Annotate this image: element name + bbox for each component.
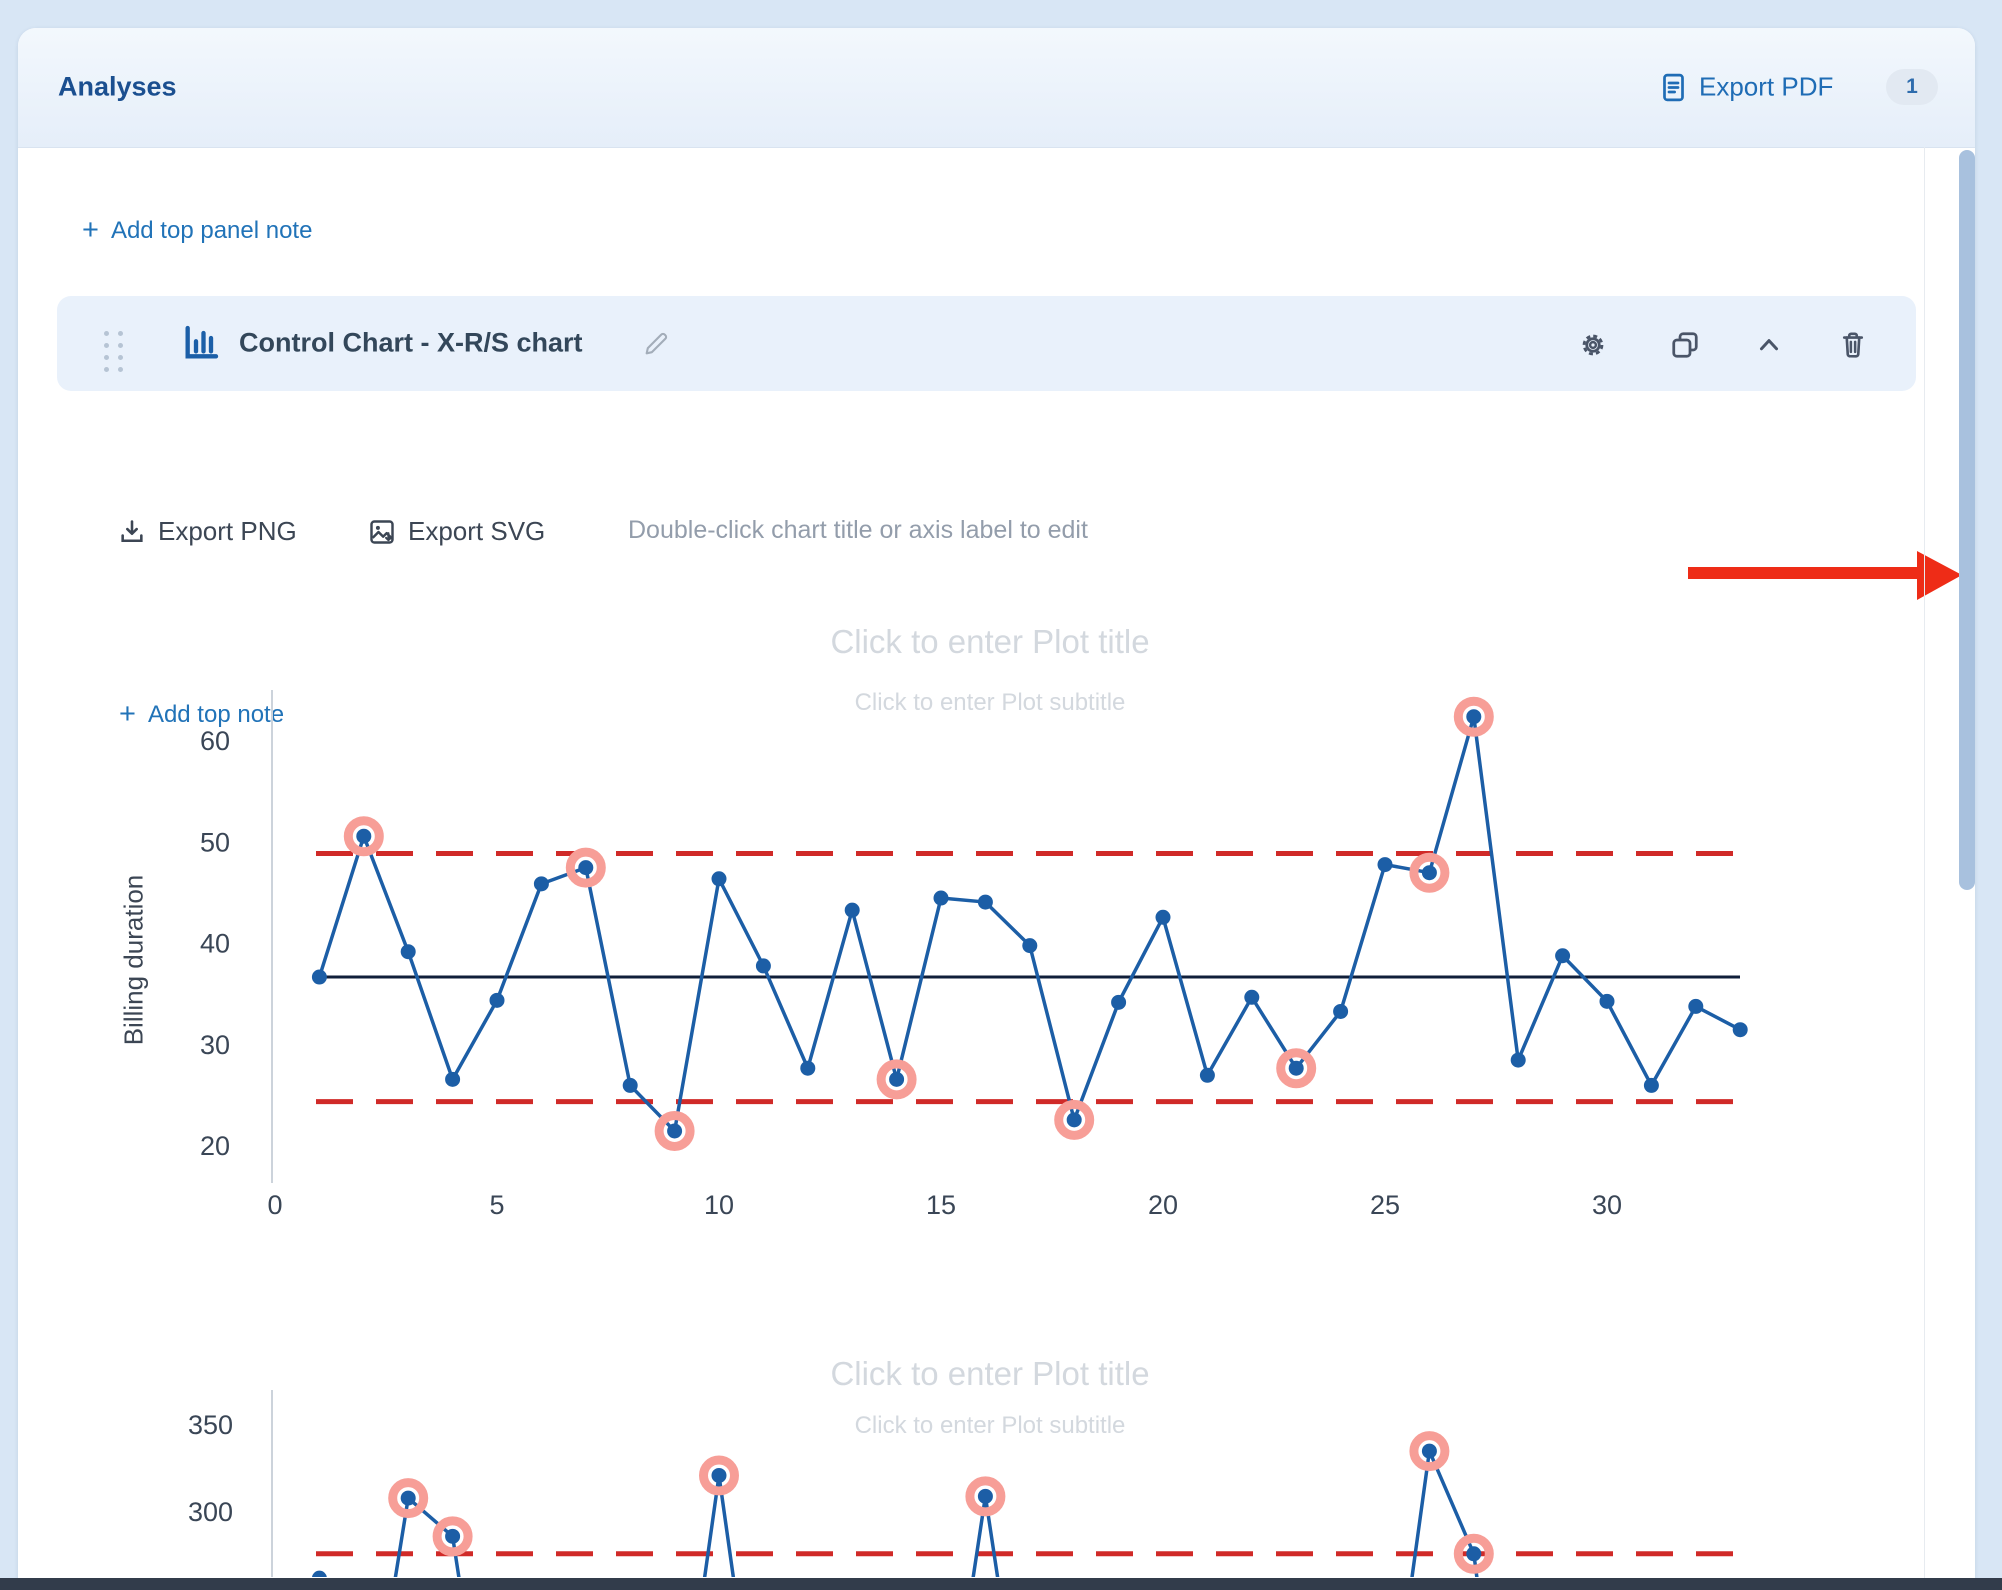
edit-hint-text: Double-click chart title or axis label t… <box>628 516 1088 544</box>
count-badge: 1 <box>1886 69 1938 105</box>
export-pdf-button[interactable]: Export PDF <box>1660 72 1833 103</box>
card-header: Analyses Export PDF 1 <box>18 28 1975 148</box>
export-svg-button[interactable]: Export SVG <box>368 516 545 547</box>
gear-icon[interactable] <box>1578 330 1608 360</box>
panel-header <box>57 296 1916 391</box>
add-top-note-label: Add top note <box>147 700 285 728</box>
plot2-title-placeholder[interactable]: Click to enter Plot title <box>830 1355 1150 1392</box>
add-top-panel-note-button[interactable]: + Add top panel note <box>82 216 312 245</box>
export-pdf-label: Export PDF <box>1699 71 1834 102</box>
duplicate-icon[interactable] <box>1670 330 1700 360</box>
panel-title: Control Chart - X-R/S chart <box>239 327 583 358</box>
edit-pencil-icon[interactable] <box>642 330 670 358</box>
plus-icon: + <box>119 698 136 730</box>
image-icon <box>368 518 396 546</box>
collapse-chevron-up-icon[interactable] <box>1754 330 1784 360</box>
add-top-note-button[interactable]: + Add top note <box>119 700 284 729</box>
plot1-y-axis-title[interactable]: Billing duration <box>118 874 149 1046</box>
vertical-scrollbar-thumb[interactable] <box>1959 150 1975 890</box>
add-top-panel-note-label: Add top panel note <box>110 216 313 244</box>
trash-icon[interactable] <box>1838 330 1868 360</box>
plot2-subtitle-placeholder[interactable]: Click to enter Plot subtitle <box>854 1412 1126 1439</box>
bar-chart-icon <box>181 323 221 363</box>
card-gutter-divider <box>1924 147 1925 1578</box>
plot1-subtitle-placeholder[interactable]: Click to enter Plot subtitle <box>854 689 1126 716</box>
download-icon <box>118 518 146 546</box>
export-png-button[interactable]: Export PNG <box>118 516 297 547</box>
drag-handle[interactable] <box>104 331 123 372</box>
page-title: Analyses <box>58 71 177 102</box>
export-png-label: Export PNG <box>158 516 297 546</box>
plot1-title-placeholder[interactable]: Click to enter Plot title <box>830 623 1150 660</box>
document-icon <box>1660 72 1687 102</box>
plus-icon: + <box>82 214 99 246</box>
export-svg-label: Export SVG <box>408 516 546 546</box>
window-bottom-bar <box>0 1578 2002 1590</box>
